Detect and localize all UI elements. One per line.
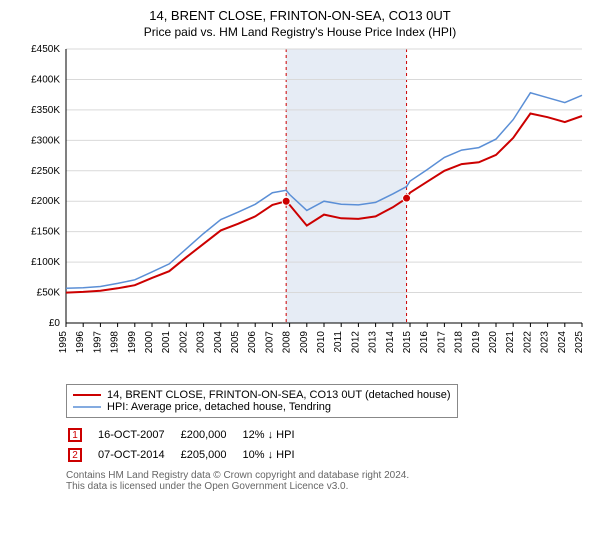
legend-label: 14, BRENT CLOSE, FRINTON-ON-SEA, CO13 0U… <box>107 389 451 401</box>
svg-text:2008: 2008 <box>282 331 293 354</box>
tx-marker: 2 <box>68 448 82 462</box>
svg-text:£150K: £150K <box>31 227 60 238</box>
svg-text:2011: 2011 <box>333 331 344 353</box>
svg-text:2017: 2017 <box>436 331 447 354</box>
price-chart: £0 £50K £100K £150K £200K £250K £300K £350K £400… <box>12 43 588 378</box>
svg-text:2010: 2010 <box>316 331 327 354</box>
svg-text:£350K: £350K <box>31 105 60 116</box>
svg-text:2021: 2021 <box>505 331 516 354</box>
chart-svg: £0 £50K £100K £150K £200K £250K £300K £350K £400… <box>12 43 588 373</box>
svg-text:2022: 2022 <box>522 331 533 354</box>
svg-text:2023: 2023 <box>540 331 551 354</box>
transaction-row: 1 16-OCT-2007£200,00012% ↓ HPI <box>68 426 309 444</box>
legend-row-property: 14, BRENT CLOSE, FRINTON-ON-SEA, CO13 0U… <box>73 389 451 401</box>
svg-text:2013: 2013 <box>368 331 379 354</box>
svg-text:1998: 1998 <box>110 331 121 354</box>
svg-text:2012: 2012 <box>350 331 361 354</box>
tx-price: £205,000 <box>181 446 241 464</box>
chart-title: 14, BRENT CLOSE, FRINTON-ON-SEA, CO13 0U… <box>12 8 588 23</box>
footer-line: Contains HM Land Registry data © Crown c… <box>66 470 588 481</box>
svg-text:2014: 2014 <box>385 331 396 354</box>
svg-text:£50K: £50K <box>37 288 61 299</box>
svg-text:2001: 2001 <box>161 331 172 354</box>
svg-text:2000: 2000 <box>144 331 155 354</box>
svg-text:£250K: £250K <box>31 166 60 177</box>
svg-text:2009: 2009 <box>299 331 310 354</box>
tx-marker: 1 <box>68 428 82 442</box>
svg-text:£100K: £100K <box>31 257 60 268</box>
svg-text:2003: 2003 <box>196 331 207 354</box>
footer-line: This data is licensed under the Open Gov… <box>66 481 588 492</box>
svg-text:2006: 2006 <box>247 331 258 354</box>
svg-text:£200K: £200K <box>31 196 60 207</box>
tx-delta: 12% ↓ HPI <box>243 426 309 444</box>
legend-row-hpi: HPI: Average price, detached house, Tend… <box>73 401 451 413</box>
svg-text:2018: 2018 <box>454 331 465 354</box>
svg-text:1996: 1996 <box>75 331 86 354</box>
svg-text:£0: £0 <box>49 318 61 329</box>
svg-text:£450K: £450K <box>31 44 60 55</box>
chart-subtitle: Price paid vs. HM Land Registry's House … <box>12 25 588 39</box>
tx-price: £200,000 <box>181 426 241 444</box>
svg-text:1995: 1995 <box>58 331 69 354</box>
legend: 14, BRENT CLOSE, FRINTON-ON-SEA, CO13 0U… <box>66 384 458 418</box>
svg-text:2025: 2025 <box>574 331 585 354</box>
svg-text:2004: 2004 <box>213 331 224 354</box>
svg-text:1999: 1999 <box>127 331 138 354</box>
transaction-row: 2 07-OCT-2014£205,00010% ↓ HPI <box>68 446 309 464</box>
svg-text:2020: 2020 <box>488 331 499 354</box>
svg-text:£300K: £300K <box>31 135 60 146</box>
transactions-table: 1 16-OCT-2007£200,00012% ↓ HPI 2 07-OCT-201… <box>66 424 311 466</box>
tx-date: 07-OCT-2014 <box>98 446 179 464</box>
svg-text:2007: 2007 <box>264 331 275 354</box>
footer: Contains HM Land Registry data © Crown c… <box>66 470 588 492</box>
svg-text:2024: 2024 <box>557 331 568 354</box>
svg-text:£400K: £400K <box>31 74 60 85</box>
svg-text:1997: 1997 <box>92 331 103 354</box>
svg-text:2015: 2015 <box>402 331 413 354</box>
svg-text:2019: 2019 <box>471 331 482 354</box>
svg-text:2016: 2016 <box>419 331 430 354</box>
legend-label: HPI: Average price, detached house, Tend… <box>107 401 331 413</box>
svg-text:2005: 2005 <box>230 331 241 354</box>
tx-delta: 10% ↓ HPI <box>243 446 309 464</box>
tx-date: 16-OCT-2007 <box>98 426 179 444</box>
svg-text:2002: 2002 <box>178 331 189 354</box>
